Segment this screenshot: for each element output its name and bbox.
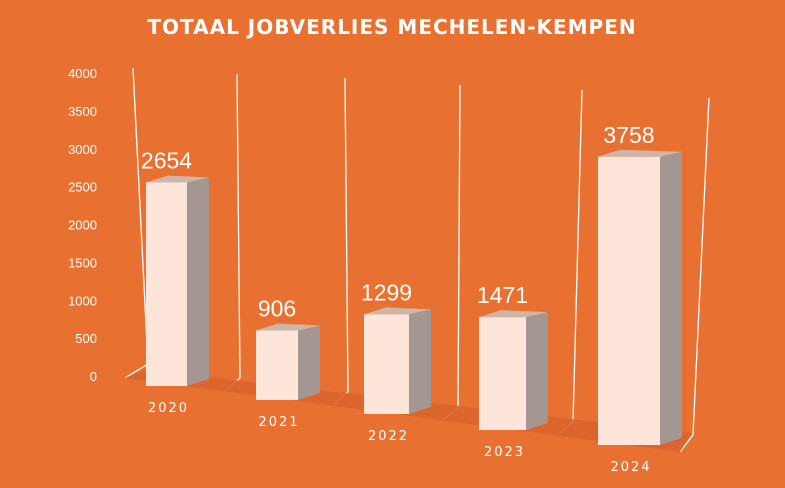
data-label-2023: 1471 — [477, 282, 528, 308]
bar-2020 — [146, 175, 209, 386]
bar-top — [364, 307, 431, 315]
gridline-0 — [132, 67, 149, 365]
bar-front — [146, 182, 187, 386]
y-tick-label: 3500 — [68, 104, 97, 119]
data-labels: 2654 906 1299 1471 3758 — [141, 122, 655, 322]
bar-2022 — [364, 307, 431, 414]
y-tick-label: 3000 — [68, 142, 97, 157]
y-tick-label: 2000 — [68, 218, 97, 233]
bars — [146, 149, 682, 445]
bar-front — [364, 314, 409, 414]
gridline-3 — [457, 84, 461, 409]
gridline-4 — [572, 89, 583, 423]
bar-top — [598, 149, 682, 157]
bar-side — [409, 309, 431, 414]
y-tick-label: 4000 — [68, 66, 97, 81]
y-tick-label: 500 — [75, 331, 97, 346]
floor-connector-0 — [124, 363, 149, 379]
gridline-2 — [344, 77, 349, 393]
y-axis: 0 500 1000 1500 2000 2500 3000 3500 4000 — [68, 66, 97, 384]
bar-front — [598, 156, 660, 445]
bar-front — [479, 317, 526, 430]
bar-top — [146, 175, 209, 183]
bar-top — [256, 323, 320, 331]
gridline-5 — [692, 97, 710, 436]
y-tick-label: 2500 — [68, 180, 97, 195]
bar-front — [256, 330, 298, 400]
x-tick-label-2024: 2024 — [610, 460, 651, 475]
y-tick-label: 1000 — [68, 293, 97, 308]
data-label-2021: 906 — [258, 296, 296, 322]
data-label-2024: 3758 — [603, 122, 654, 148]
data-label-2022: 1299 — [361, 279, 412, 305]
gridlines — [124, 67, 710, 453]
bar-side — [187, 177, 209, 386]
bar-2023 — [479, 310, 548, 430]
bar-top — [479, 310, 548, 318]
x-tick-label-2021: 2021 — [258, 415, 299, 430]
x-axis: 2020 2021 2022 2023 2024 — [148, 401, 651, 475]
floor-connector-5 — [679, 434, 694, 453]
bar-2021 — [256, 323, 320, 400]
x-tick-label-2020: 2020 — [148, 401, 189, 416]
bar-side — [298, 325, 320, 400]
x-tick-label-2023: 2023 — [484, 445, 525, 460]
y-tick-label: 1500 — [68, 255, 97, 270]
data-label-2020: 2654 — [141, 147, 192, 173]
bar-2024 — [598, 149, 682, 445]
x-tick-label-2022: 2022 — [368, 429, 409, 444]
bar-side — [660, 151, 682, 445]
gridline-1 — [236, 73, 241, 379]
chart-title: TOTAAL JOBVERLIES MECHELEN-KEMPEN — [147, 15, 636, 39]
y-tick-label: 0 — [90, 369, 97, 384]
bar-side — [526, 312, 548, 430]
